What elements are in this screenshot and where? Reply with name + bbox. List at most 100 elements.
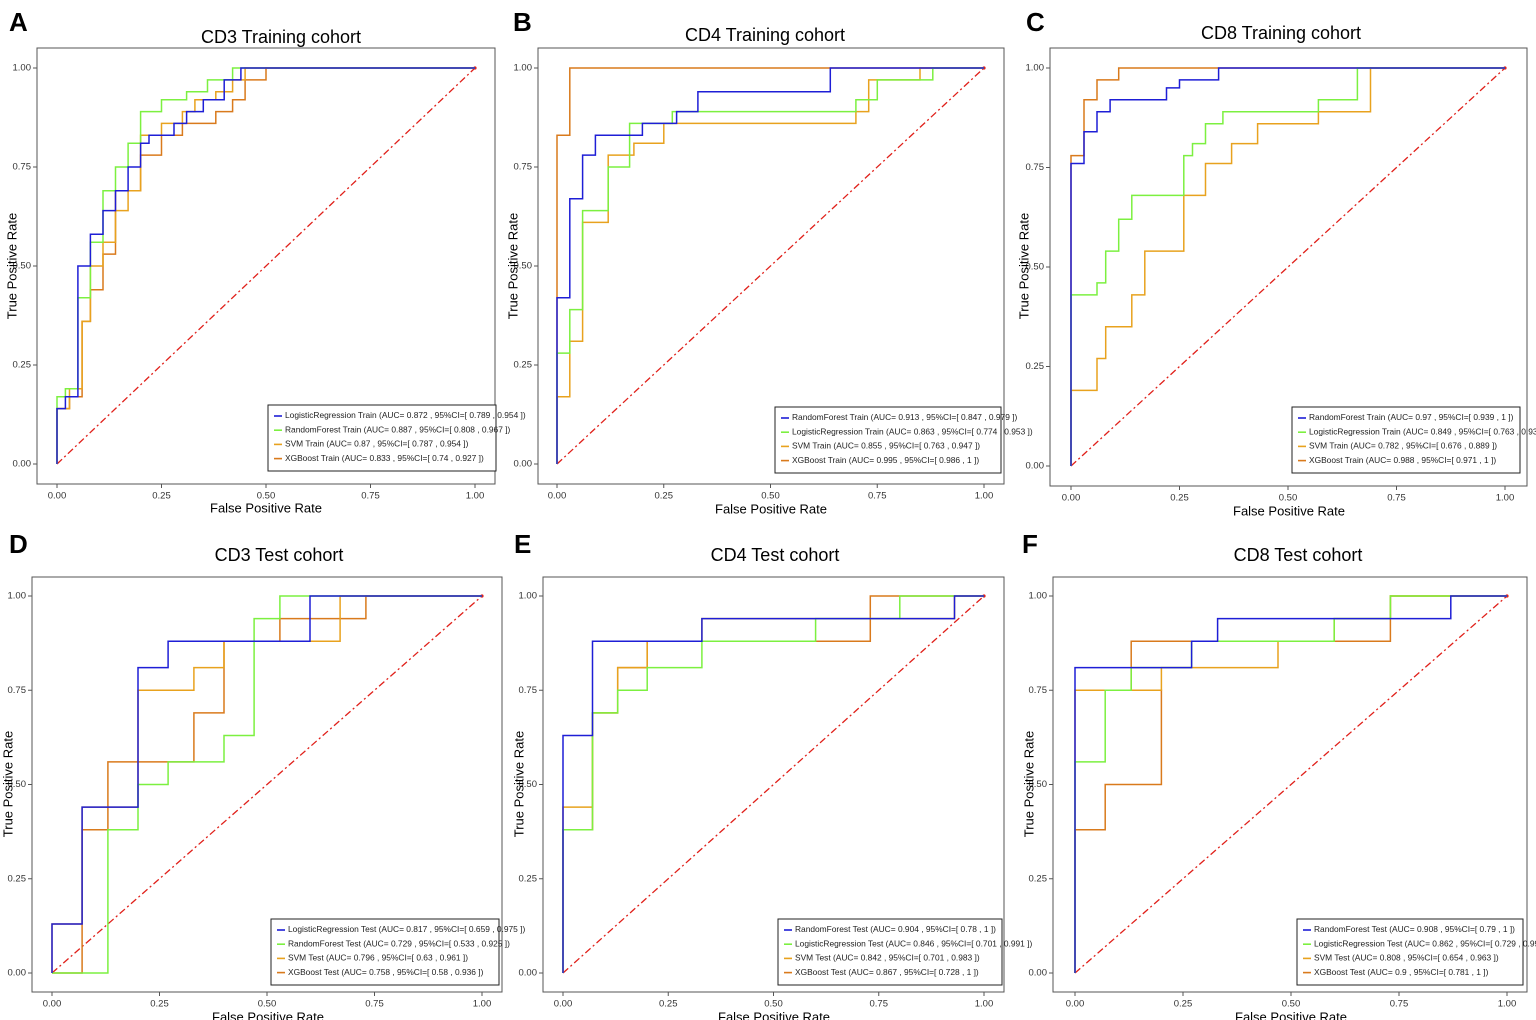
panel-c: C CD8 Training cohort 0.00 0.00 0.25 0.25 0.50… — [1016, 7, 1536, 519]
chance-diagonal-line — [1070, 67, 1506, 467]
legend-entry: LogisticRegression Train (AUC= 0.849 , 9… — [1309, 426, 1536, 436]
y-tick-label: 0.75 — [1026, 162, 1045, 173]
panel-e: E CD4 Test cohort 0.00 0.00 0.25 0.25 0.50 0.50… — [511, 529, 1032, 1020]
x-axis-label: False Positive Rate — [1235, 1009, 1347, 1020]
legend-box — [1291, 406, 1521, 474]
roc-curve-randomforest-test — [52, 595, 482, 974]
x-axis-label: False Positive Rate — [1233, 503, 1345, 518]
roc-curve-logisticregression-train — [1070, 67, 1505, 466]
y-tick-label: 1.00 — [514, 63, 533, 74]
legend-entry: LogisticRegression Test (AUC= 0.817 , 95… — [288, 924, 525, 934]
x-tick-label: 0.75 — [870, 999, 889, 1010]
roc-curve-xgboost-test — [52, 595, 482, 974]
chance-diagonal-line — [562, 595, 985, 974]
panel-letter: A — [9, 7, 28, 37]
chart-title: CD4 Test cohort — [711, 545, 840, 565]
y-axis-label: True Positive Rate — [1021, 731, 1036, 837]
legend-entry: XGBoost Train (AUC= 0.833 , 95%CI=[ 0.74… — [285, 453, 484, 463]
x-tick-label: 0.25 — [150, 999, 169, 1010]
roc-curve-logisticregression-test — [51, 595, 482, 973]
legend-entry: XGBoost Test (AUC= 0.758 , 95%CI=[ 0.58 … — [288, 967, 484, 977]
panel-letter: B — [513, 7, 532, 37]
y-tick-label: 0.25 — [13, 360, 32, 371]
x-tick-label: 0.25 — [655, 491, 674, 502]
y-axis-label: True Positive Rate — [511, 731, 526, 837]
panel-letter: C — [1026, 7, 1045, 37]
x-tick-label: 0.25 — [659, 999, 678, 1010]
y-tick-label: 1.00 — [1026, 63, 1045, 74]
panel-letter: F — [1022, 529, 1038, 559]
x-tick-label: 1.00 — [1498, 999, 1517, 1010]
y-tick-label: 0.50 — [1026, 262, 1045, 273]
legend-entry: LogisticRegression Train (AUC= 0.872 , 9… — [285, 410, 526, 420]
x-tick-label: 0.75 — [1387, 493, 1406, 504]
legend-entry: LogisticRegression Test (AUC= 0.862 , 95… — [1314, 938, 1536, 948]
legend-box — [1296, 918, 1524, 986]
x-tick-label: 0.50 — [764, 999, 783, 1010]
legend-box — [267, 404, 497, 472]
x-tick-label: 0.50 — [761, 491, 780, 502]
roc-curve-svm-train — [56, 67, 475, 464]
y-tick-label: 0.50 — [1029, 779, 1048, 790]
legend: RandomForest Test (AUC= 0.908 , 95%CI=[ … — [1296, 918, 1536, 986]
y-tick-label: 0.75 — [1029, 685, 1048, 696]
y-axis-label: True Positive Rate — [4, 213, 19, 319]
roc-curve-logisticregression-train — [556, 67, 984, 464]
y-tick-label: 0.25 — [519, 873, 538, 884]
y-tick-label: 0.50 — [514, 261, 533, 272]
roc-curve-logisticregression-train — [56, 67, 475, 464]
y-tick-label: 0.00 — [1026, 461, 1045, 472]
roc-curve-xgboost-train — [1070, 67, 1505, 466]
legend-entry: XGBoost Test (AUC= 0.9 , 95%CI=[ 0.781 ,… — [1314, 967, 1489, 977]
y-tick-label: 0.50 — [13, 261, 32, 272]
y-tick-label: 0.50 — [519, 779, 538, 790]
chance-diagonal-line — [1074, 595, 1508, 974]
legend-entry: LogisticRegression Test (AUC= 0.846 , 95… — [795, 938, 1032, 948]
legend-entry: LogisticRegression Train (AUC= 0.863 , 9… — [792, 426, 1033, 436]
x-axis-label: False Positive Rate — [210, 500, 322, 515]
legend-entry: SVM Test (AUC= 0.808 , 95%CI=[ 0.654 , 0… — [1314, 953, 1499, 963]
roc-curve-randomforest-test — [562, 595, 984, 973]
y-tick-label: 0.00 — [514, 459, 533, 470]
x-tick-label: 0.00 — [43, 999, 62, 1010]
legend-entry: SVM Train (AUC= 0.87 , 95%CI=[ 0.787 , 0… — [285, 439, 469, 449]
x-tick-label: 0.00 — [1066, 999, 1085, 1010]
x-tick-label: 1.00 — [975, 491, 994, 502]
y-tick-label: 0.25 — [514, 360, 533, 371]
panel-b: B CD4 Training cohort 0.00 0.00 0.25 0.25 0.50… — [505, 7, 1032, 517]
y-tick-label: 0.50 — [8, 779, 27, 790]
x-tick-label: 0.25 — [1170, 493, 1189, 504]
legend-box — [774, 406, 1002, 474]
roc-curve-xgboost-train — [556, 67, 984, 464]
panel-f: F CD8 Test cohort 0.00 0.00 0.25 0.25 0.50 0.50… — [1021, 529, 1536, 1020]
y-tick-label: 1.00 — [13, 63, 32, 74]
legend-entry: SVM Test (AUC= 0.842 , 95%CI=[ 0.701 , 0… — [795, 953, 980, 963]
x-tick-label: 0.50 — [258, 999, 277, 1010]
x-tick-label: 1.00 — [466, 491, 485, 502]
legend-entry: RandomForest Train (AUC= 0.887 , 95%CI=[… — [285, 424, 511, 434]
legend-box — [270, 918, 500, 986]
x-axis-label: False Positive Rate — [718, 1009, 830, 1020]
y-tick-label: 1.00 — [1029, 591, 1048, 602]
x-axis-label: False Positive Rate — [212, 1009, 324, 1020]
legend-entry: XGBoost Train (AUC= 0.995 , 95%CI=[ 0.98… — [792, 455, 979, 465]
legend-entry: RandomForest Test (AUC= 0.908 , 95%CI=[ … — [1314, 924, 1515, 934]
legend-entry: RandomForest Test (AUC= 0.904 , 95%CI=[ … — [795, 924, 996, 934]
x-tick-label: 0.50 — [1279, 493, 1298, 504]
y-tick-label: 1.00 — [8, 591, 27, 602]
chance-diagonal-line — [556, 67, 985, 465]
chart-title: CD8 Test cohort — [1234, 545, 1363, 565]
chance-diagonal-line — [51, 595, 483, 974]
y-tick-label: 0.00 — [13, 459, 32, 470]
roc-curve-randomforest-test — [1074, 595, 1507, 973]
x-tick-label: 1.00 — [975, 999, 994, 1010]
x-tick-label: 0.50 — [257, 491, 276, 502]
legend: RandomForest Train (AUC= 0.97 , 95%CI=[ … — [1291, 406, 1536, 474]
x-tick-label: 0.25 — [1174, 999, 1193, 1010]
y-tick-label: 0.00 — [1029, 968, 1048, 979]
legend-entry: RandomForest Train (AUC= 0.97 , 95%CI=[ … — [1309, 412, 1514, 422]
panel-a: A CD3 Training cohort 0.00 0.00 0.25 0.25 0.50… — [4, 7, 525, 516]
y-tick-label: 0.00 — [519, 968, 538, 979]
panel-letter: E — [514, 529, 531, 559]
